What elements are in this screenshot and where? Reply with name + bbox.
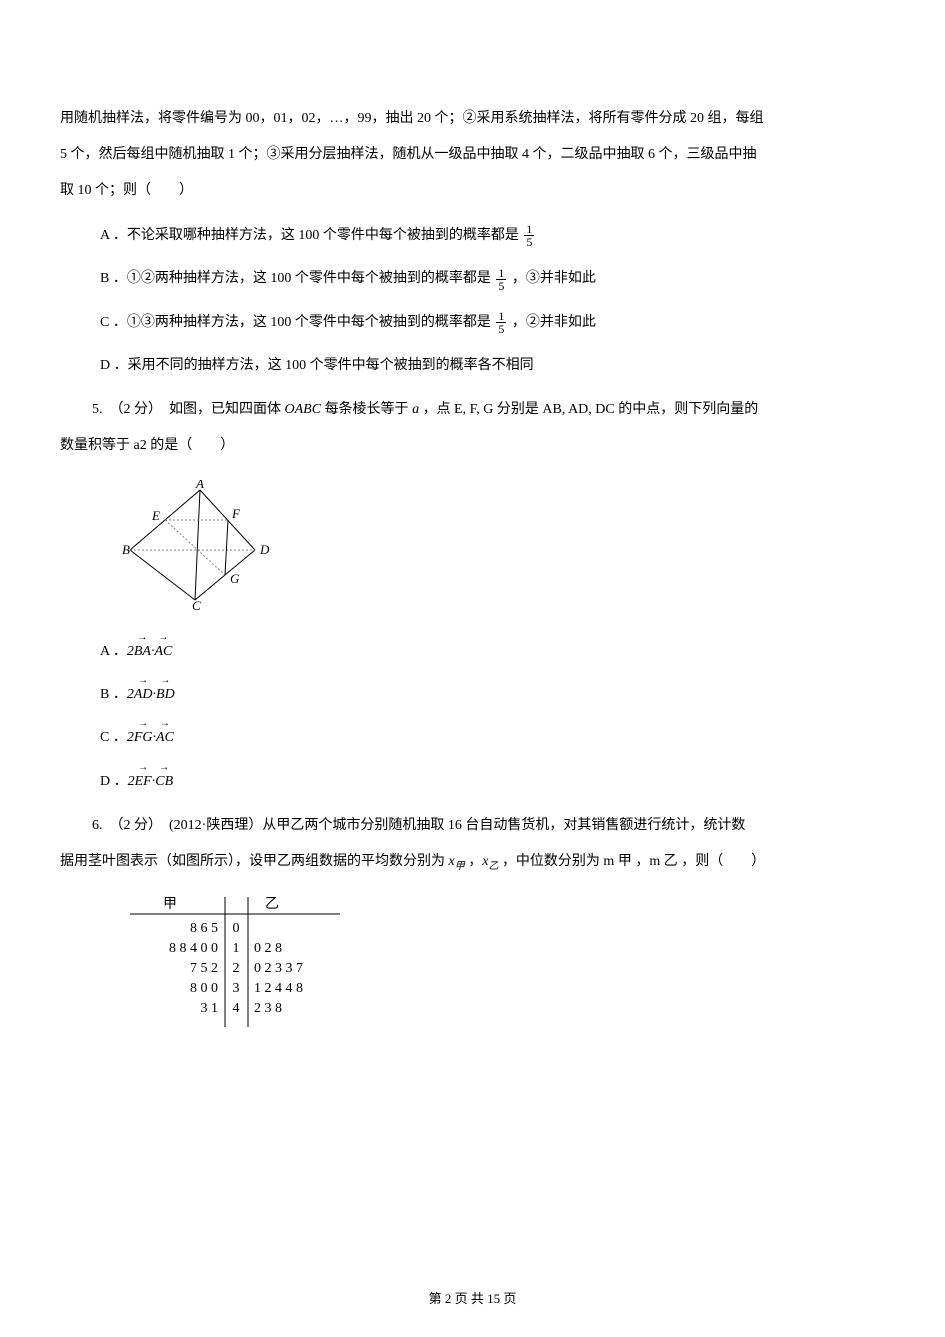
- intro-line2: 5 个，然后每组中随机抽取 1 个；③采用分层抽样法，随机从一级品中抽取 4 个…: [60, 141, 885, 169]
- svg-text:甲: 甲: [163, 897, 177, 912]
- svg-text:8 0 0: 8 0 0: [190, 981, 218, 996]
- svg-text:3 1: 3 1: [201, 1001, 219, 1016]
- svg-text:F: F: [231, 506, 241, 521]
- q5-option-d: D ．2EF·CB: [100, 769, 885, 794]
- tetrahedron-svg: A B C D E F G: [120, 480, 280, 610]
- vector-expr: 2AD·BD: [127, 687, 175, 702]
- q4-option-d: D ．采用不同的抽样方法，这 100 个零件中每个被抽到的概率各不相同: [100, 353, 885, 378]
- vector-expr: 2FG·AC: [127, 730, 174, 745]
- q5-head-p1: 5. （2 分） 如图，已知四面体: [92, 402, 285, 417]
- q5-oabc: OABC: [285, 402, 322, 417]
- vector-expr: 2EF·CB: [128, 774, 174, 789]
- svg-text:4: 4: [233, 1001, 240, 1016]
- q4-optB-suffix: ，③并非如此: [508, 271, 596, 286]
- x-jia: x甲: [449, 854, 465, 869]
- stemleaf-svg: 甲 乙 8 6 5 0 8 8 4 0 0 1 0 2 8 7 5 2 2 0 …: [120, 892, 350, 1032]
- q4-optC-suffix: ，②并非如此: [508, 315, 596, 330]
- svg-text:7 5 2: 7 5 2: [190, 961, 218, 976]
- svg-text:0 2 8: 0 2 8: [254, 941, 282, 956]
- stem-leaf-plot: 甲 乙 8 6 5 0 8 8 4 0 0 1 0 2 8 7 5 2 2 0 …: [120, 892, 885, 1043]
- q4-option-a: A ．不论采取哪种抽样方法，这 100 个零件中每个被抽到的概率都是 15: [100, 223, 885, 248]
- fraction-icon: 15: [524, 223, 534, 248]
- svg-text:C: C: [192, 598, 201, 610]
- q4-optC-text: C ．①③两种抽样方法，这 100 个零件中每个被抽到的概率都是: [100, 315, 494, 330]
- svg-text:D: D: [259, 542, 270, 557]
- fraction-icon: 15: [496, 267, 506, 292]
- q4-optB-text: B ．①②两种抽样方法，这 100 个零件中每个被抽到的概率都是: [100, 271, 494, 286]
- intro-line3: 取 10 个；则（ ）: [60, 177, 885, 205]
- q6-heading-line1: 6. （2 分） (2012·陕西理）从甲乙两个城市分别随机抽取 16 台自动售…: [60, 812, 885, 840]
- q5-heading: 5. （2 分） 如图，已知四面体 OABC 每条棱长等于 a ，点 E, F,…: [60, 396, 885, 424]
- svg-text:1 2 4 4 8: 1 2 4 4 8: [254, 981, 303, 996]
- svg-text:2 3 8: 2 3 8: [254, 1001, 282, 1016]
- tetrahedron-diagram: A B C D E F G: [120, 480, 885, 621]
- svg-text:1: 1: [233, 941, 240, 956]
- page-footer: 第 2 页 共 15 页: [0, 1288, 945, 1307]
- vector-expr: 2BA·AC: [127, 644, 173, 659]
- svg-text:B: B: [122, 542, 130, 557]
- q6-heading-line2: 据用茎叶图表示（如图所示），设甲乙两组数据的平均数分别为 x甲 ，x乙 ，中位数…: [60, 848, 885, 877]
- svg-text:0 2 3 3 7: 0 2 3 3 7: [254, 961, 303, 976]
- q5-option-b: B ．2AD·BD: [100, 682, 885, 707]
- svg-text:3: 3: [233, 981, 240, 996]
- svg-text:8 6 5: 8 6 5: [190, 921, 218, 936]
- q5-head-p3: ，点 E, F, G 分别是 AB, AD, DC 的中点，则下列向量的: [419, 402, 758, 417]
- svg-text:A: A: [195, 480, 204, 491]
- svg-text:8 8 4 0 0: 8 8 4 0 0: [169, 941, 218, 956]
- q5-heading-line2: 数量积等于 a2 的是（ ）: [60, 432, 885, 460]
- svg-text:G: G: [230, 571, 240, 586]
- svg-text:0: 0: [233, 921, 240, 936]
- fraction-icon: 15: [496, 310, 506, 335]
- svg-text:E: E: [151, 508, 160, 523]
- q5-head-p2: 每条棱长等于: [321, 402, 412, 417]
- svg-text:2: 2: [233, 961, 240, 976]
- q5-option-c: C ．2FG·AC: [100, 725, 885, 750]
- x-yi: x乙: [482, 854, 498, 869]
- svg-text:乙: 乙: [265, 896, 279, 912]
- q4-optA-text: A ．不论采取哪种抽样方法，这 100 个零件中每个被抽到的概率都是: [100, 228, 522, 243]
- q5-option-a: A ．2BA·AC: [100, 639, 885, 664]
- q5-a: a: [412, 402, 419, 417]
- intro-line1: 用随机抽样法，将零件编号为 00，01，02，…，99，抽出 20 个；②采用系…: [60, 105, 885, 133]
- q4-option-c: C ．①③两种抽样方法，这 100 个零件中每个被抽到的概率都是 15 ，②并非…: [100, 310, 885, 335]
- page-content: 用随机抽样法，将零件编号为 00，01，02，…，99，抽出 20 个；②采用系…: [60, 105, 885, 1043]
- q4-option-b: B ．①②两种抽样方法，这 100 个零件中每个被抽到的概率都是 15 ，③并非…: [100, 266, 885, 291]
